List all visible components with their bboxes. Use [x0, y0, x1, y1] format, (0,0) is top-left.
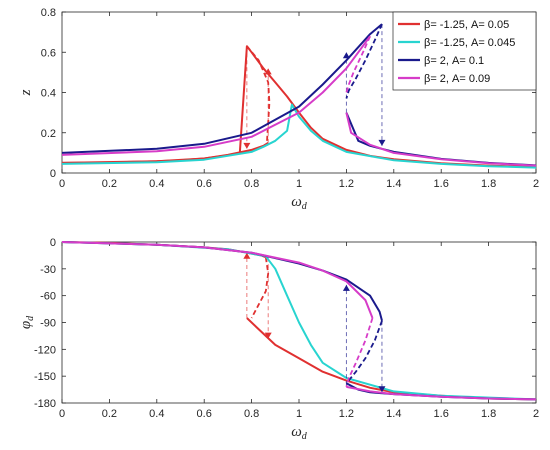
x-tick-label: 0.2	[102, 178, 117, 190]
x-tick-label: 0	[59, 408, 65, 420]
y-tick-label: -180	[34, 398, 56, 410]
jump-arrow	[378, 139, 386, 146]
x-tick-label: 2	[533, 408, 539, 420]
x-tick-label: 1.6	[434, 408, 449, 420]
x-tick-label: 1.2	[339, 408, 354, 420]
y-tick-label: 0.4	[41, 88, 56, 100]
x-tick-label: 1.2	[339, 178, 354, 190]
series-line-stable-branch	[346, 385, 537, 401]
x-tick-label: 1.4	[386, 178, 401, 190]
x-tick-label: 1.4	[386, 408, 401, 420]
x-tick-label: 1.6	[434, 178, 449, 190]
x-tick-label: 0.2	[102, 408, 117, 420]
x-tick-label: 0.8	[244, 408, 259, 420]
y-tick-label: 0	[50, 168, 56, 180]
x-axis-label: ωd	[291, 424, 308, 442]
jump-arrow	[264, 68, 272, 75]
series-line-unstable	[250, 257, 270, 319]
y-tick-label: -90	[40, 318, 56, 330]
jump-arrow	[264, 332, 272, 339]
x-tick-label: 0.4	[149, 178, 164, 190]
x-tick-label: 1	[296, 408, 302, 420]
jump-arrow	[243, 252, 251, 259]
legend-entry: β= -1.25, A= 0.05	[424, 19, 509, 31]
series-line-stable	[61, 103, 537, 169]
y-tick-label: -60	[40, 291, 56, 303]
y-tick-label: 0	[50, 237, 56, 249]
legend-entry: β= 2, A= 0.1	[424, 55, 484, 67]
series-3	[61, 241, 537, 401]
series-3	[61, 35, 537, 167]
x-tick-label: 1	[296, 178, 302, 190]
legend: β= -1.25, A= 0.05 β= -1.25, A= 0.045 β= 2,…	[392, 11, 537, 91]
jump-arrow	[342, 52, 350, 59]
x-tick-label: 0.6	[197, 178, 212, 190]
jump-arrow	[342, 284, 350, 291]
series-line-unstable	[345, 23, 383, 99]
y-axis-label: φd	[18, 315, 36, 329]
series-line-unstable	[246, 45, 271, 141]
x-tick-label: 0.6	[197, 408, 212, 420]
x-tick-label: 0	[59, 178, 65, 190]
jump-arrow	[243, 142, 251, 149]
series-line-unstable	[345, 35, 371, 93]
y-tick-label: 0.2	[41, 128, 56, 140]
x-axis-label: ωd	[291, 194, 308, 212]
y-tick-label: -150	[34, 371, 56, 383]
y-tick-label: -120	[34, 344, 56, 356]
series-line-stable	[61, 35, 371, 156]
x-tick-label: 2	[533, 178, 539, 190]
y-tick-label: 0.6	[41, 47, 56, 59]
x-tick-label: 1.8	[481, 408, 496, 420]
series-1	[61, 103, 537, 169]
y-tick-label: -30	[40, 264, 56, 276]
x-tick-label: 0.4	[149, 408, 164, 420]
series-line-stable-branch	[345, 112, 537, 167]
y-axis-label: z	[18, 89, 34, 96]
jump-arrow	[378, 386, 386, 393]
x-tick-label: 0.8	[244, 178, 259, 190]
series-line-stable	[61, 23, 383, 154]
legend-entry: β= -1.25, A= 0.045	[424, 37, 515, 49]
series-line-stable	[61, 241, 374, 319]
legend-entry: β= 2, A= 0.09	[424, 73, 490, 85]
y-tick-label: 0.8	[41, 7, 56, 19]
series-line-unstable	[345, 320, 383, 384]
series-line-unstable	[345, 317, 374, 388]
bottom-plot-phi: 0 0.2 0.4 0.6 0.8 1 1.2 1.4 1.6 1.8 2 0 -30 -60 -90 -12…	[18, 237, 539, 442]
x-tick-label: 1.8	[481, 178, 496, 190]
